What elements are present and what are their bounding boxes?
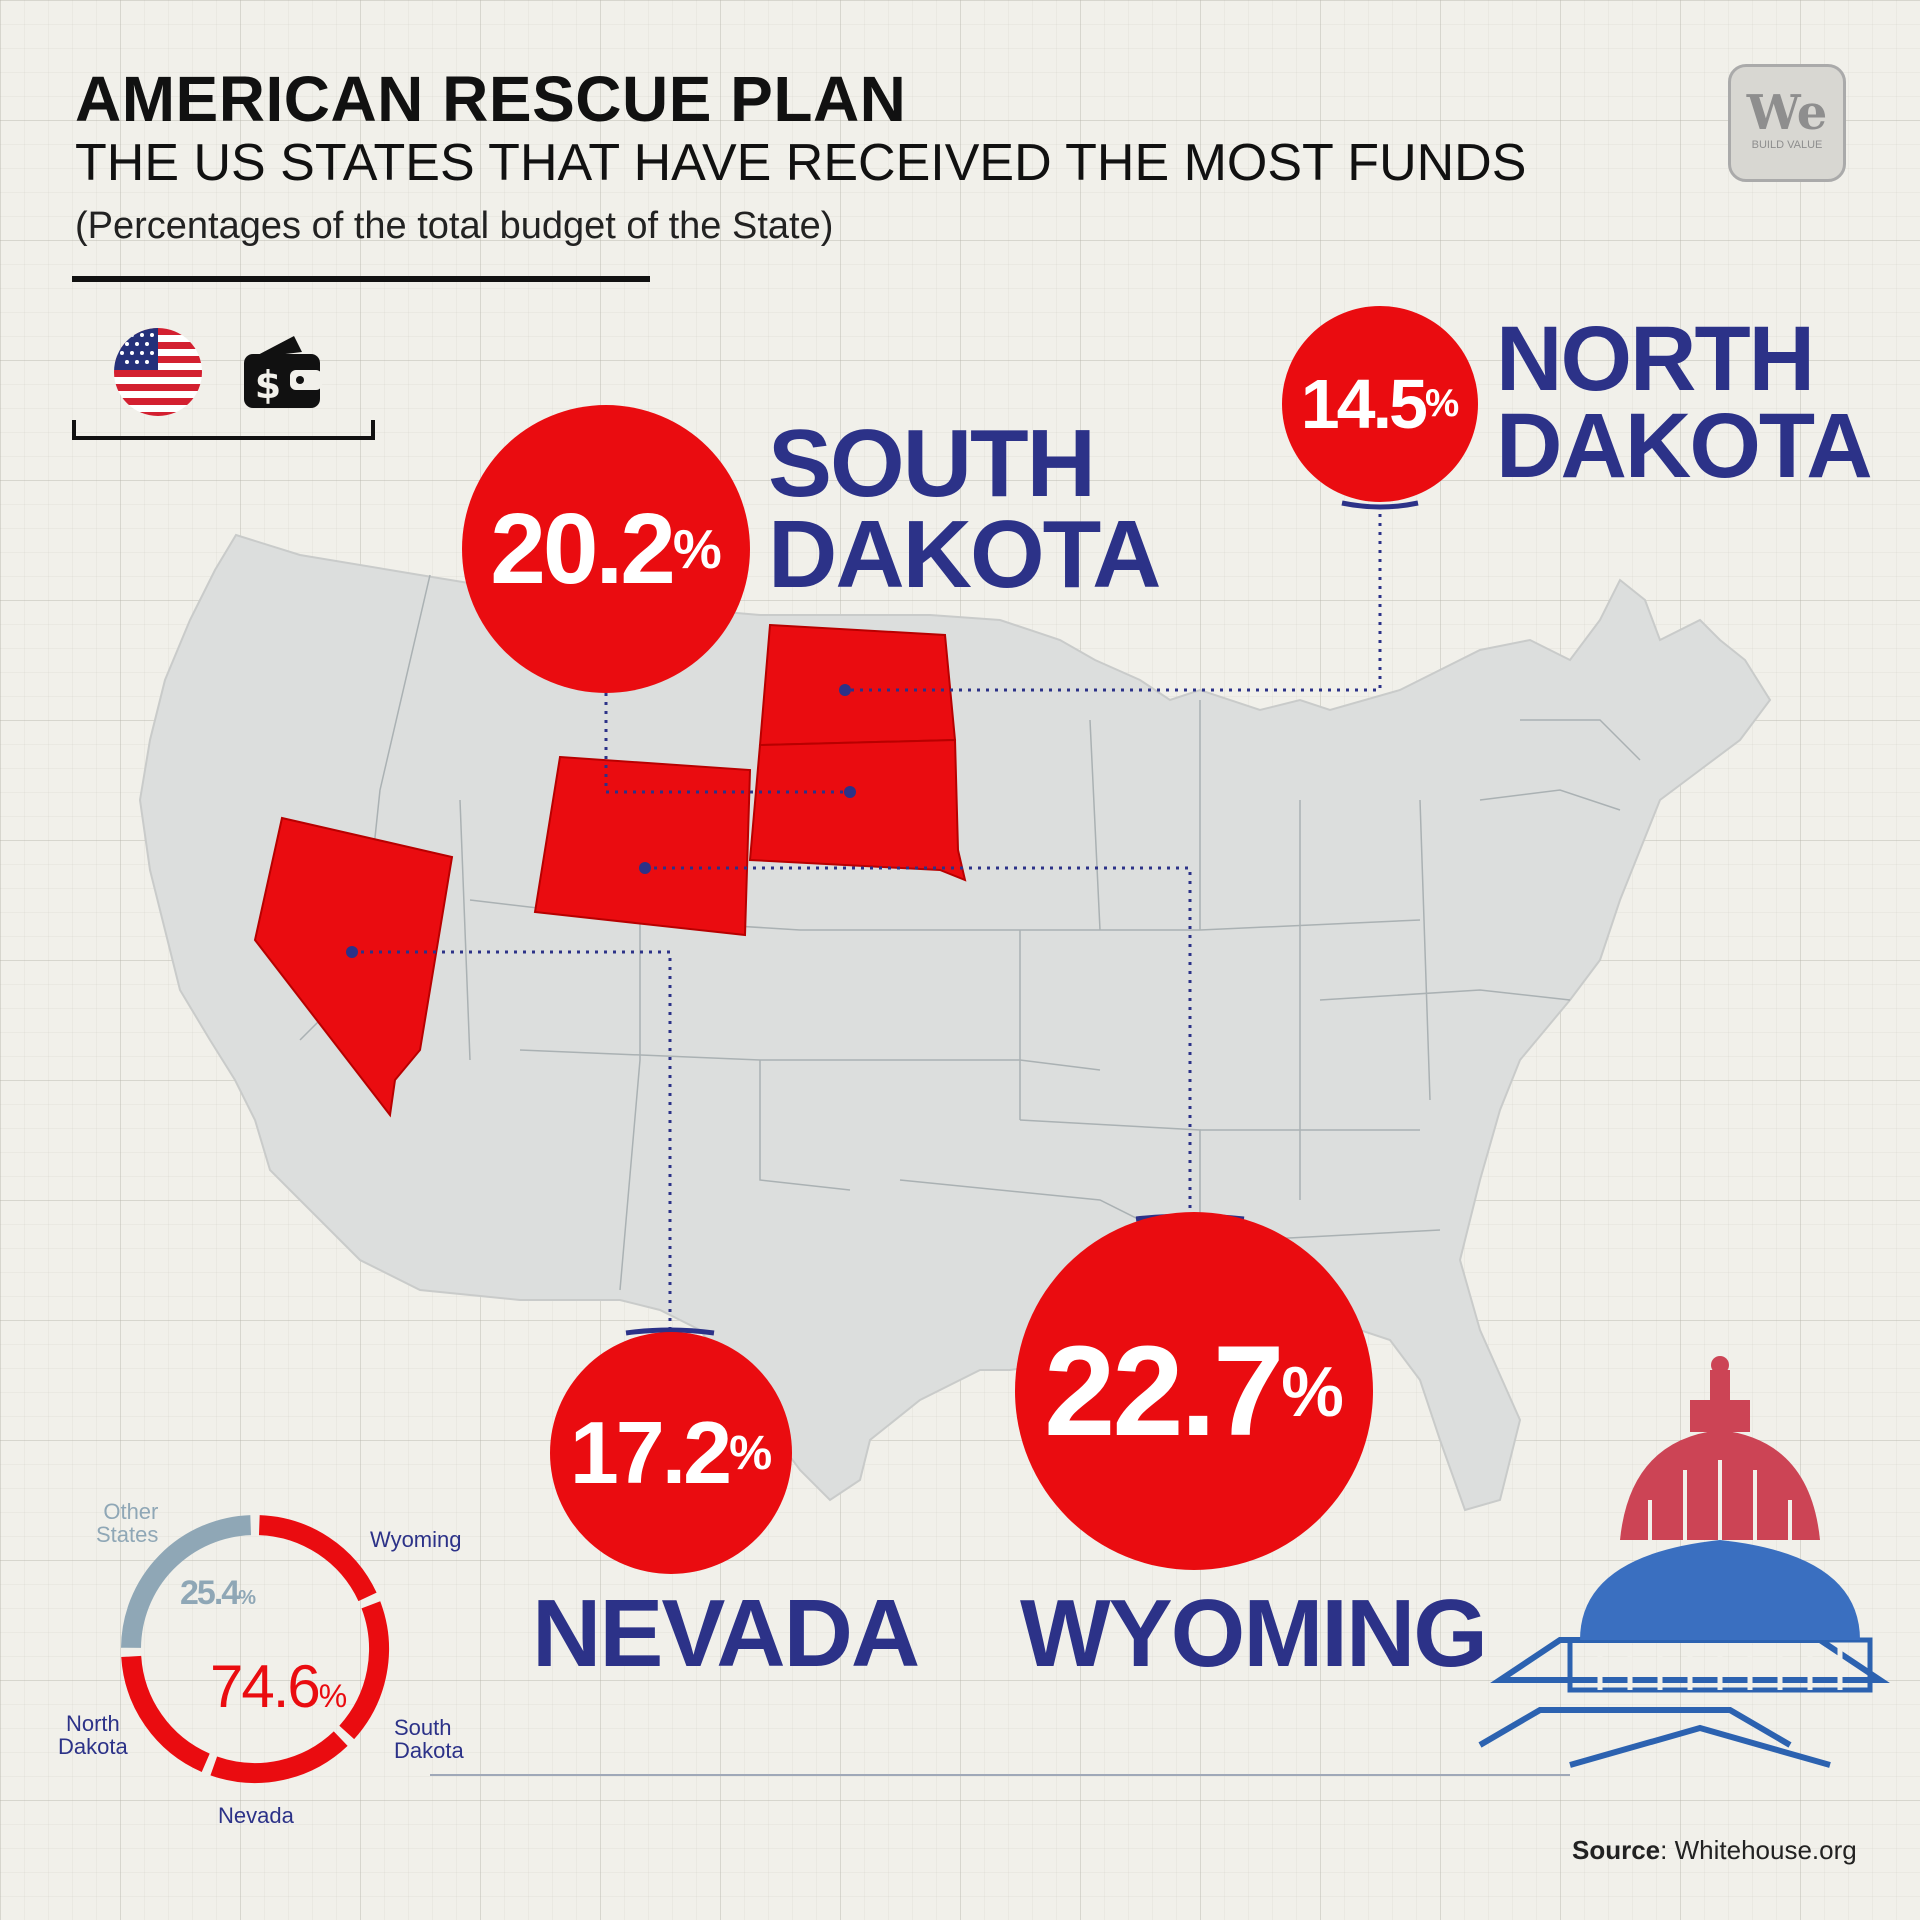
donut-label-south-dakota: South Dakota [394, 1716, 464, 1762]
donut-label-south-dakota-line2: Dakota [394, 1738, 464, 1764]
donut-label-nevada: Nevada [218, 1803, 294, 1828]
other-share-unit: % [238, 1587, 256, 1609]
donut-label-other-line1: Other [103, 1499, 159, 1524]
header-rule [72, 276, 650, 282]
state-north-dakota [758, 623, 957, 747]
logo-tagline: BUILD VALUE [1751, 139, 1823, 151]
other-share-number: 25.4 [180, 1574, 240, 1612]
svg-text:$: $ [255, 363, 281, 407]
south-dakota-value: 20.2 [490, 492, 676, 605]
donut-label-wyoming: Wyoming [370, 1527, 462, 1552]
south-dakota-bubble: 20.2% [462, 405, 750, 693]
donut-highlight-arc-1 [258, 1515, 377, 1602]
logo-mark: We [1746, 85, 1828, 141]
nevada-label: NEVADA [532, 1580, 920, 1687]
state-wyoming [533, 755, 752, 937]
north-dakota-bubble: 14.5% [1282, 306, 1478, 502]
south-dakota-unit: % [672, 518, 722, 580]
state-nevada [253, 816, 454, 1118]
page-subtitle: THE US STATES THAT HAVE RECEIVED THE MOS… [75, 134, 1527, 192]
donut-label-other-line2: States [96, 1522, 159, 1548]
donut-label-north-dakota-line2: Dakota [58, 1734, 128, 1760]
highlight-share-unit: % [318, 1678, 347, 1714]
state-south-dakota [748, 738, 967, 882]
donut-label-south-dakota-line1: South [394, 1715, 452, 1740]
source-value: : Whitehouse.org [1660, 1835, 1857, 1865]
wyoming-bubble: 22.7% [1015, 1212, 1373, 1570]
wyoming-label: WYOMING [1020, 1580, 1488, 1687]
south-dakota-label-line1: SOUTH [768, 410, 1096, 517]
other-share-value: 25.4% [180, 1574, 256, 1613]
north-dakota-label-line2: DAKOTA [1496, 395, 1873, 498]
south-dakota-label: SOUTH DAKOTA [768, 410, 1161, 609]
highlight-share-value: 74.6% [210, 1652, 347, 1721]
us-flag-icon [114, 328, 202, 416]
donut-highlight-arc-4 [121, 1655, 210, 1772]
share-donut [121, 1515, 389, 1783]
north-dakota-label: NORTH DAKOTA [1496, 308, 1873, 498]
brand-logo: We BUILD VALUE [1728, 64, 1846, 182]
donut-label-other: Other States [96, 1500, 158, 1546]
nevada-bubble: 17.2% [550, 1332, 792, 1574]
donut-segments [121, 1515, 389, 1783]
donut-label-north-dakota: North Dakota [58, 1712, 128, 1758]
north-dakota-label-line1: NORTH [1496, 308, 1815, 410]
donut-other-arc [121, 1515, 252, 1649]
north-dakota-value: 14.5 [1300, 365, 1428, 443]
source-label: Source [1572, 1835, 1661, 1865]
donut-label-north-dakota-line1: North [65, 1711, 120, 1736]
wallet-dollar-icon: $ [244, 336, 322, 408]
donut-highlight-arc-3 [210, 1731, 348, 1783]
south-dakota-label-line2: DAKOTA [768, 501, 1161, 609]
us-outline [138, 533, 1772, 1512]
nevada-value: 17.2 [569, 1403, 732, 1502]
wyoming-unit: % [1281, 1351, 1344, 1431]
nevada-unit: % [729, 1426, 773, 1480]
icon-bracket [72, 420, 375, 440]
donut-highlight-arc-2 [339, 1601, 389, 1740]
capitol-dome-icon [1478, 1356, 1890, 1768]
page-title: AMERICAN RESCUE PLAN [75, 63, 907, 135]
page-note: (Percentages of the total budget of the … [75, 205, 834, 247]
wyoming-value: 22.7 [1044, 1319, 1284, 1463]
north-dakota-unit: % [1425, 382, 1460, 425]
highlight-share-number: 74.6 [210, 1653, 321, 1720]
source-credit: Source: Whitehouse.org [1572, 1835, 1857, 1866]
